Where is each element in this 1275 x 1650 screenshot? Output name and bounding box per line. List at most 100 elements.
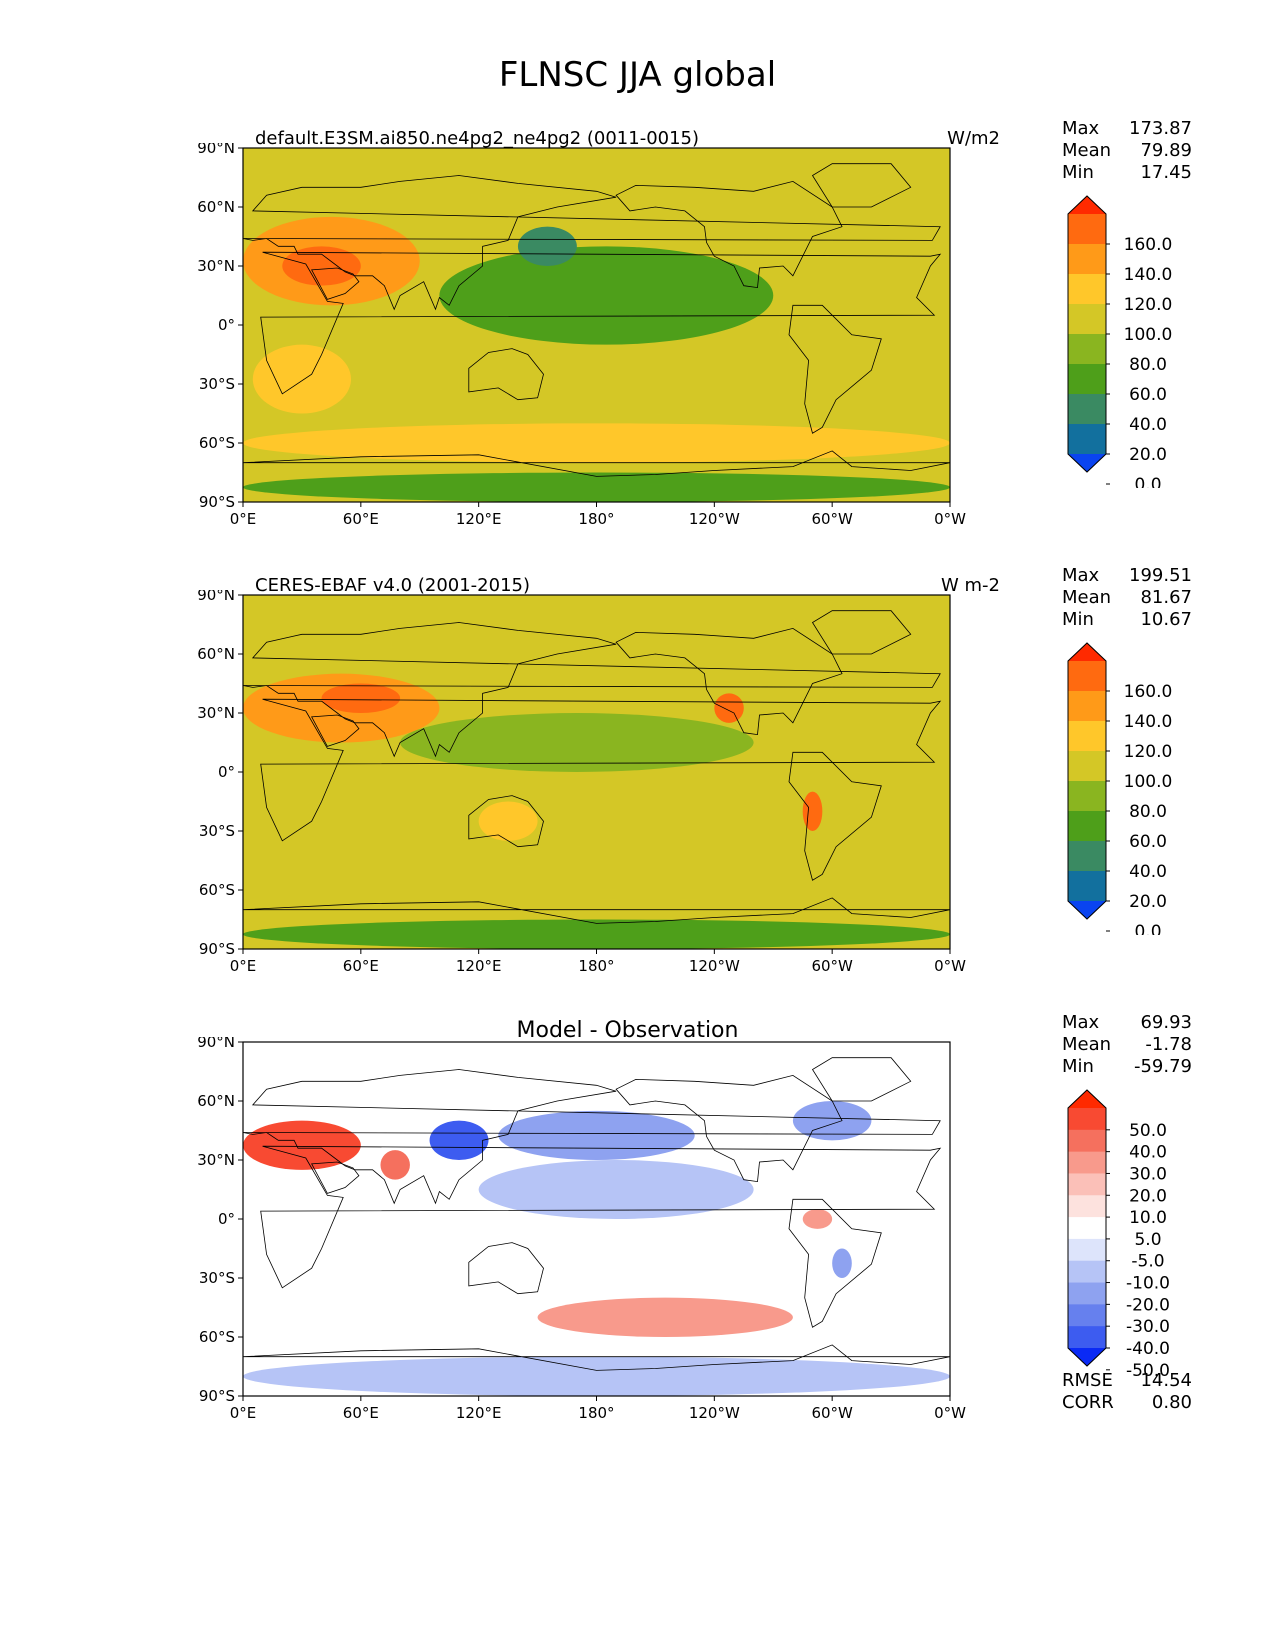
coastline (615, 1074, 843, 1183)
stat-label: Max (1062, 1012, 1100, 1033)
colorbar-label: 140.0 (1124, 265, 1173, 285)
colorbar-label: -5.0 (1131, 1252, 1164, 1272)
colorbar-label: 40.0 (1129, 862, 1167, 882)
field-region (802, 1209, 833, 1229)
coastline (311, 1161, 360, 1194)
colorbar-segment (1068, 751, 1106, 782)
coastline (311, 714, 360, 747)
colorbar-segment (1068, 394, 1106, 425)
stat-label: Mean (1062, 140, 1112, 161)
colorbar-extend-top (1068, 196, 1106, 214)
coastline (260, 251, 942, 395)
field-region (714, 693, 744, 723)
colorbar-label: 80.0 (1129, 355, 1167, 375)
panel-title: default.E3SM.ai850.ne4pg2_ne4pg2 (0011-0… (255, 128, 700, 149)
lat-tick-label: 30°S (199, 1269, 235, 1287)
coastline (260, 1145, 942, 1289)
coastline (468, 1242, 544, 1295)
coastline (788, 1198, 882, 1328)
stats-box: Max 199.51 Mean 81.67 Min 10.67 (1062, 565, 1192, 631)
coastline (468, 795, 544, 848)
colorbar-label: 160.0 (1124, 235, 1173, 255)
colorbar-extend-top (1068, 1090, 1106, 1108)
colorbar-extend-top (1068, 643, 1106, 661)
colorbar-segment (1068, 1260, 1106, 1284)
colorbar-extend-bottom (1068, 454, 1106, 472)
lat-tick-label: 30°N (197, 1151, 235, 1169)
stat-label: Mean (1062, 1034, 1112, 1055)
panel-units: W/m2 (947, 128, 1000, 149)
stat-value: 81.67 (1140, 587, 1192, 608)
stat-label: Min (1062, 1056, 1094, 1077)
colorbar-segment (1068, 424, 1106, 455)
lat-tick-label: 60°S (199, 881, 235, 899)
stat-value: -1.78 (1145, 1034, 1192, 1055)
colorbar-label: -40.0 (1126, 1339, 1170, 1359)
coastline (811, 1057, 912, 1102)
lon-tick-label: 60°E (343, 510, 379, 528)
field-region (243, 1356, 950, 1396)
colorbar-segment (1068, 691, 1106, 722)
lat-tick-label: 90°S (199, 940, 235, 958)
colorbar-label: 100.0 (1124, 325, 1173, 345)
stat-value: 173.87 (1129, 118, 1192, 139)
field-region (380, 1150, 410, 1180)
coastline (615, 627, 843, 736)
stat-label: Mean (1062, 587, 1112, 608)
panel-title: Model - Observation (516, 1018, 739, 1043)
colorbar-label: -10.0 (1126, 1274, 1170, 1294)
field-region (429, 1120, 489, 1160)
colorbar-label: 120.0 (1124, 295, 1173, 315)
stat-value: 199.51 (1129, 565, 1192, 586)
lon-tick-label: 120°W (689, 957, 740, 975)
lon-tick-label: 0°E (230, 1404, 257, 1422)
colorbar-segment (1068, 244, 1106, 275)
colorbar-label: 20.0 (1129, 445, 1167, 465)
field-region (243, 423, 950, 463)
field-region (439, 246, 774, 345)
colorbar-segment (1068, 871, 1106, 902)
coastline (468, 348, 544, 401)
lon-tick-label: 120°E (456, 1404, 502, 1422)
colorbar-segment (1068, 334, 1106, 365)
stat-value: -59.79 (1133, 1056, 1192, 1077)
field-region (243, 1120, 361, 1170)
lat-tick-label: 60°S (199, 434, 235, 452)
lon-tick-label: 120°W (689, 1404, 740, 1422)
coastline (243, 897, 950, 924)
colorbar-segment (1068, 1151, 1106, 1174)
lon-tick-label: 60°E (343, 957, 379, 975)
page-title: FLNSC JJA global (498, 55, 777, 95)
lon-tick-label: 0°E (230, 510, 257, 528)
colorbar-label: 40.0 (1129, 1143, 1167, 1163)
colorbar-label: -20.0 (1126, 1295, 1170, 1315)
lon-tick-label: 0°E (230, 957, 257, 975)
lat-tick-label: 30°N (197, 257, 235, 275)
colorbar-extend-bottom (1068, 1348, 1106, 1366)
colorbar-label: 20.0 (1129, 1186, 1167, 1206)
lon-tick-label: 60°E (343, 1404, 379, 1422)
colorbar-label: 100.0 (1124, 772, 1173, 792)
lon-tick-label: 180° (578, 1404, 614, 1422)
colorbar-label: 60.0 (1129, 385, 1167, 405)
colorbar-segment (1068, 1238, 1106, 1262)
coastline (243, 450, 950, 477)
colorbar-segment (1068, 214, 1106, 245)
lat-tick-label: 90°N (197, 590, 235, 604)
lat-tick-label: 90°N (197, 1037, 235, 1051)
stat-label: Min (1062, 162, 1094, 183)
colorbar-segment (1068, 1304, 1106, 1327)
observation-map: 90°N 60°N 30°N 0° 30°S 60°S 90°S0°E 60°E 120°E 18… (197, 590, 966, 975)
colorbar-segment (1068, 1217, 1106, 1240)
model-map: 90°N 60°N 30°N 0° 30°S 60°S 90°S0°E 60°E 120°E 18… (197, 143, 966, 528)
coastline (311, 267, 360, 300)
map-background (243, 595, 950, 949)
coastline (788, 751, 882, 881)
lat-tick-label: 60°N (197, 645, 235, 663)
lat-tick-label: 30°S (199, 375, 235, 393)
field-region (321, 683, 401, 713)
colorbar-label: 160.0 (1124, 682, 1173, 702)
coastline (243, 175, 941, 311)
lat-tick-label: 90°S (199, 1387, 235, 1405)
colorbar-segment (1068, 1129, 1106, 1153)
